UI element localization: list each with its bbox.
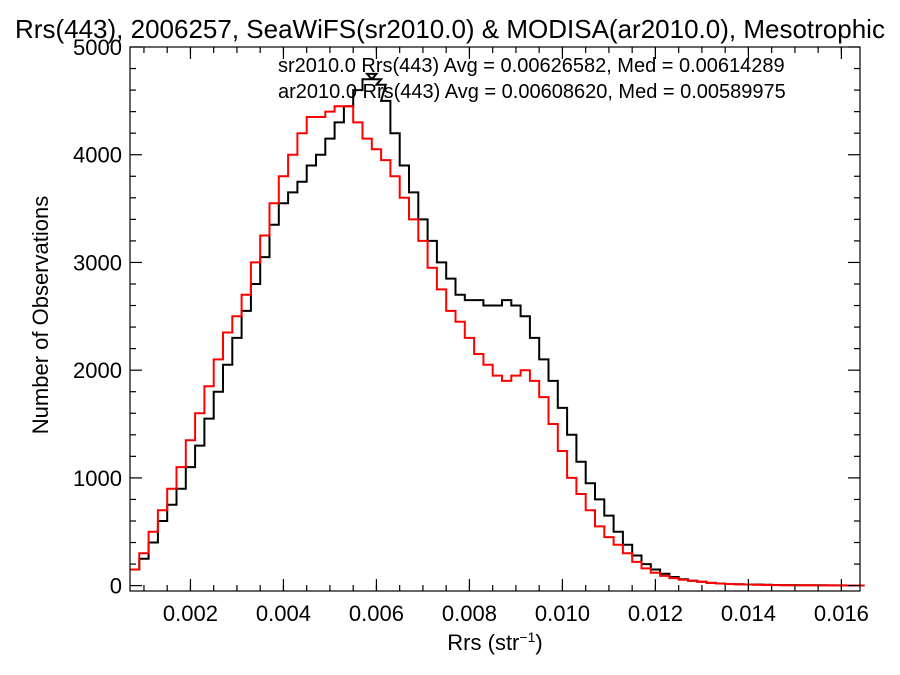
y-tick-label: 0 xyxy=(110,574,122,599)
x-tick-label: 0.012 xyxy=(628,601,683,626)
x-axis-label-superscript: −1 xyxy=(519,629,535,645)
ticks-layer: 0.002 0.004 0.006 0.008 0.010 0.012 0.014 0.016… xyxy=(73,35,869,626)
x-tick-label: 0.014 xyxy=(721,601,776,626)
x-tick-label: 0.002 xyxy=(163,601,218,626)
x-tick-label: 0.004 xyxy=(256,601,311,626)
x-tick-label: 0.008 xyxy=(442,601,497,626)
y-tick-label: 5000 xyxy=(73,35,122,60)
series-line-2 xyxy=(130,105,865,587)
x-tick-label: 0.006 xyxy=(349,601,404,626)
legend-entry-series-1: sr2010.0 Rrs(443) Avg = 0.00626582, Med … xyxy=(278,55,785,77)
y-tick-label: 4000 xyxy=(73,143,122,168)
y-axis-label: Number of Observations xyxy=(28,196,53,434)
series-line-1 xyxy=(130,72,865,587)
legend-entry-series-2: ar2010.0 Rrs(443) Avg = 0.00608620, Med … xyxy=(278,81,786,103)
y-tick-label: 3000 xyxy=(73,250,122,275)
plot-frame xyxy=(129,46,861,592)
x-tick-label: 0.016 xyxy=(814,601,869,626)
series-layer xyxy=(130,72,865,587)
x-tick-label: 0.010 xyxy=(535,601,590,626)
chart-title: Rrs(443), 2006257, SeaWiFS(sr2010.0) & M… xyxy=(15,14,885,44)
y-tick-label: 2000 xyxy=(73,358,122,383)
x-axis-label: Rrs (str−1) xyxy=(447,629,542,655)
y-tick-label: 1000 xyxy=(73,466,122,491)
